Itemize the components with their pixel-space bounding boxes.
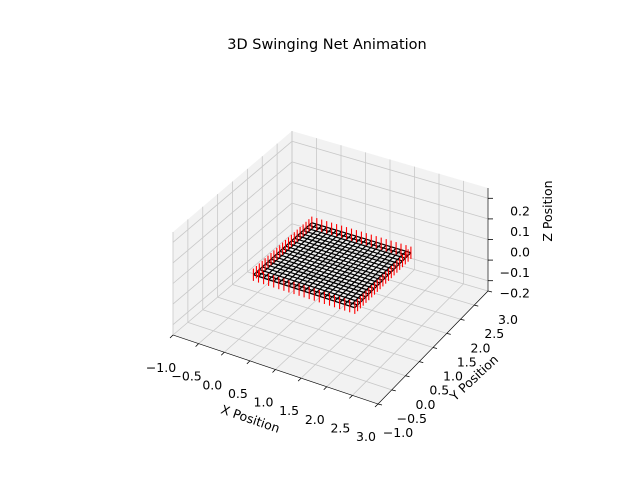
y-tick-3: [419, 361, 424, 364]
x-tick-label-8: 3.0: [356, 429, 376, 444]
x-tick-label-1: −0.5: [171, 369, 201, 384]
z-tick-label-3: 0.1: [510, 224, 530, 239]
grid-back-z-3: [291, 161, 489, 220]
grid-floor-y-3: [217, 296, 420, 363]
y-tick-2: [405, 375, 410, 378]
grid-floor-y-8: [291, 233, 489, 292]
x-tick-label-5: 1.5: [279, 403, 299, 418]
x-tick-label-6: 2.0: [305, 412, 325, 427]
grid-floor-y-7: [277, 246, 475, 306]
y-tick-4: [432, 347, 438, 349]
y-tick-0: [377, 403, 383, 406]
grid-floor-y-2: [202, 309, 406, 377]
z-tick-label-1: −0.1: [500, 265, 530, 280]
net-vectors: [252, 216, 412, 314]
y-tick-8: [487, 290, 493, 293]
net-line-y-11: [285, 245, 386, 279]
y-tick-label-0: −1.0: [383, 425, 413, 440]
net-line-y-17: [302, 229, 403, 262]
y-tick-label-4: 1.0: [443, 369, 463, 384]
y-tick-label-1: −0.5: [397, 411, 427, 426]
net-line-y-9: [279, 250, 381, 284]
x-tick-2: [220, 351, 225, 356]
x-tick-6: [323, 386, 328, 391]
grid-floor-y-6: [262, 258, 461, 320]
x-tick-3: [246, 360, 251, 365]
x-tick-label-3: 0.5: [228, 386, 248, 401]
net-line-y-3: [262, 266, 364, 301]
x-tick-8: [374, 403, 379, 408]
x-tick-label-4: 1.0: [254, 395, 274, 410]
net-surface: [253, 222, 412, 309]
z-tick-label-0: −0.2: [500, 286, 530, 301]
y-tick-label-2: 0.0: [416, 397, 436, 412]
grid-left-z-3: [172, 161, 293, 264]
grid-floor-y-4: [232, 284, 434, 348]
x-tick-0: [169, 334, 174, 339]
net-line-y-6: [270, 258, 372, 292]
net-line-y-2: [259, 268, 361, 303]
y-tick-6: [460, 318, 465, 321]
z-tick-label-4: 0.2: [510, 203, 530, 218]
axis-ticks: −1.0−0.50.00.51.01.52.02.53.0 −1.0−0.50.0…: [146, 188, 530, 444]
net-line-y-5: [267, 261, 370, 295]
net-line-y-18: [305, 227, 406, 259]
y-tick-label-8: 3.0: [498, 312, 518, 327]
grid-left-z-1: [172, 202, 293, 305]
net-line-y-15: [297, 235, 398, 268]
x-tick-label-7: 2.5: [330, 420, 350, 435]
grid-back-z-2: [291, 182, 489, 240]
net-line-y-12: [288, 242, 389, 276]
net-line-y-10: [282, 248, 384, 281]
net-line-y-14: [294, 237, 395, 270]
chart-title: 3D Swinging Net Animation: [227, 37, 427, 53]
grid-left-z-2: [172, 182, 293, 284]
y-tick-label-5: 1.5: [457, 354, 477, 369]
grid-left-z-4: [172, 140, 293, 243]
y-tick-5: [446, 332, 451, 335]
x-tick-7: [349, 395, 353, 399]
x-tick-1: [195, 343, 199, 347]
y-tick-label-7: 2.5: [484, 326, 504, 341]
grid-back-z-4: [291, 140, 489, 199]
z-axis-label: Z Position: [540, 180, 555, 241]
y-tick-1: [391, 389, 396, 392]
net-line-y-13: [291, 240, 392, 273]
x-tick-5: [297, 377, 302, 382]
grid-left-z-0: [172, 223, 293, 326]
x-tick-4: [272, 369, 276, 373]
grid-floor-y-1: [187, 321, 392, 391]
grid-back-z-1: [291, 202, 489, 261]
y-tick-label-3: 0.5: [429, 383, 449, 398]
net-line-y-16: [299, 232, 400, 265]
net-line-y-8: [276, 253, 378, 287]
y-tick-7: [474, 304, 479, 307]
z-tick-label-2: 0.0: [510, 245, 530, 260]
net-line-y-7: [273, 255, 375, 290]
x-tick-label-0: −1.0: [146, 360, 176, 375]
y-tick-label-6: 2.0: [471, 340, 491, 355]
x-tick-label-2: 0.0: [202, 377, 222, 392]
net-line-y-4: [264, 263, 367, 298]
